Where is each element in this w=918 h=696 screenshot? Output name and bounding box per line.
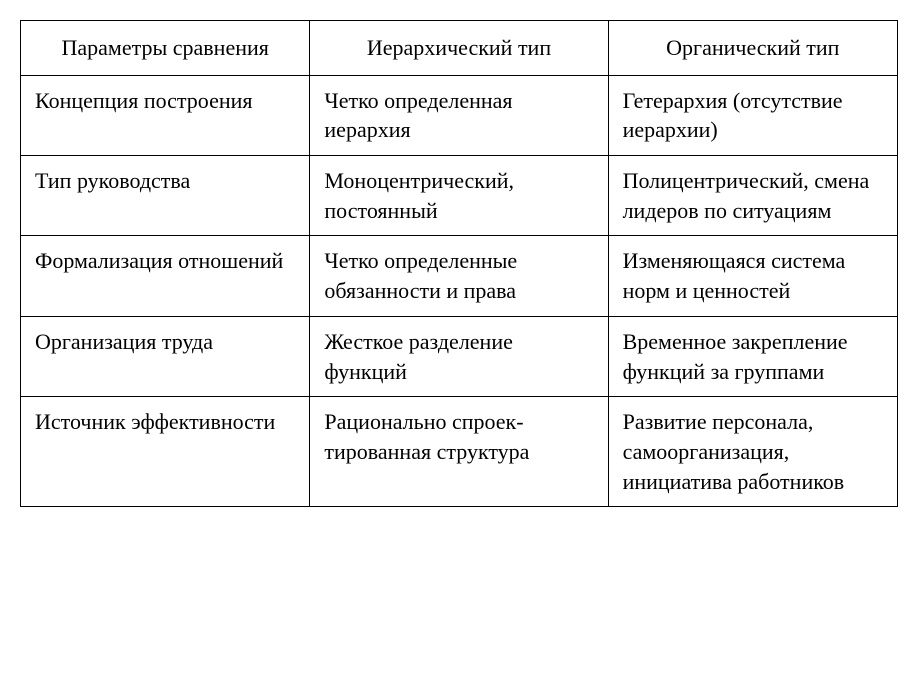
cell-org: Полицентрический, смена лидеров по ситуа… [608, 156, 897, 236]
table-row: Источник эффективности Рационально спрое… [21, 397, 898, 507]
cell-org: Гетерархия (отсут­ствие иерархии) [608, 75, 897, 155]
cell-param: Источник эффективности [21, 397, 310, 507]
comparison-table-wrapper: Параметры сравнения Иерархический тип Ор… [20, 20, 898, 507]
table-row: Тип руководства Моноцентрический, постоя… [21, 156, 898, 236]
table-row: Формализация отношений Четко определенны… [21, 236, 898, 316]
col-header-param: Параметры сравнения [21, 21, 310, 76]
col-header-hier: Иерархический тип [310, 21, 608, 76]
cell-org: Развитие персонала, самоорганизация, ини… [608, 397, 897, 507]
cell-param: Тип руководства [21, 156, 310, 236]
cell-param: Формализация отношений [21, 236, 310, 316]
table-row: Концепция построения Четко определенная … [21, 75, 898, 155]
comparison-table: Параметры сравнения Иерархический тип Ор… [20, 20, 898, 507]
cell-param: Концепция построения [21, 75, 310, 155]
col-header-org: Органический тип [608, 21, 897, 76]
cell-hier: Жесткое разделение функций [310, 316, 608, 396]
cell-hier: Моноцентрический, постоянный [310, 156, 608, 236]
cell-hier: Четко определенные обязанности и права [310, 236, 608, 316]
cell-hier: Четко определенная иерархия [310, 75, 608, 155]
cell-hier: Рационально спроек­тированная структура [310, 397, 608, 507]
cell-param: Организация труда [21, 316, 310, 396]
table-row: Организация труда Жесткое разделение фун… [21, 316, 898, 396]
cell-org: Изменяющаяся система норм и ценностей [608, 236, 897, 316]
table-header-row: Параметры сравнения Иерархический тип Ор… [21, 21, 898, 76]
cell-org: Временное закрепление функций за группам… [608, 316, 897, 396]
